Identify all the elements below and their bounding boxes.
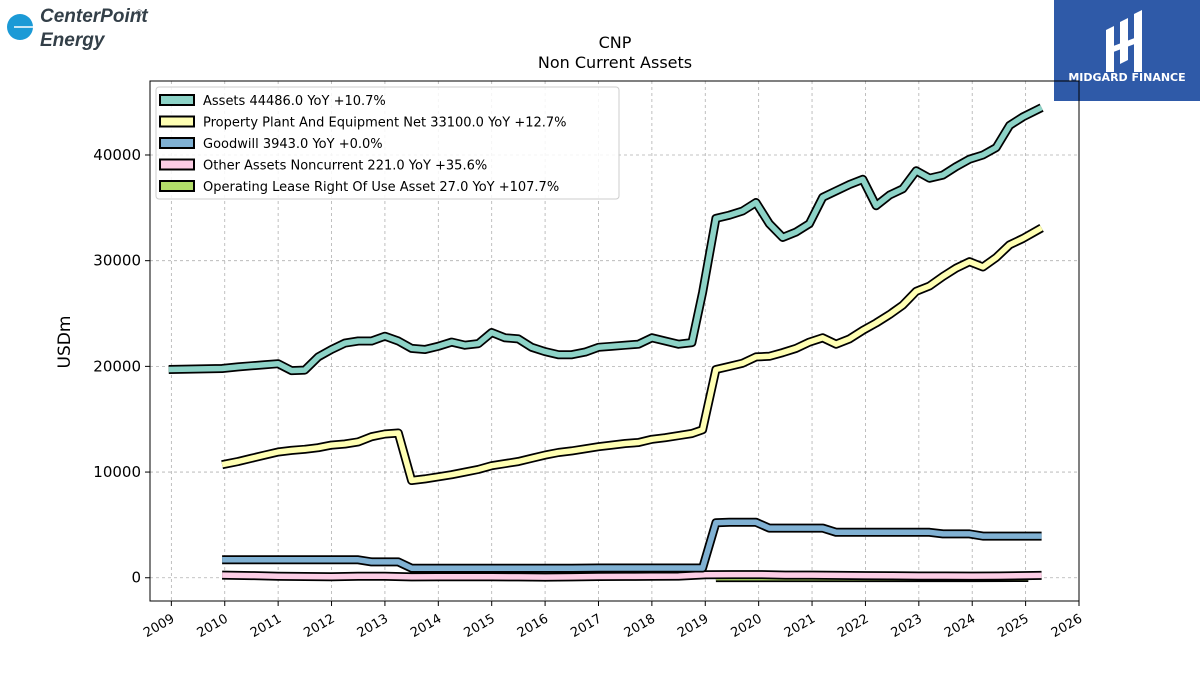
legend-swatch <box>159 180 195 192</box>
legend-swatch <box>159 158 195 171</box>
y-axis-label: USDm <box>55 316 75 369</box>
centerpoint-energy-logo: CenterPoint ® Energy <box>4 4 154 54</box>
x-axis: 2009 2010 2011 2012 2013 2014 2015 2016 2017 2018… <box>141 601 1085 641</box>
series-group <box>168 103 1044 583</box>
x-tick-label: 2023 <box>889 611 925 641</box>
y-tick-label: 10000 <box>93 463 141 481</box>
legend-box <box>155 86 620 200</box>
x-tick-label: 2018 <box>622 611 658 641</box>
legend-entry: Property Plant And Equipment Net 33100.0… <box>203 116 567 131</box>
legend-swatch <box>159 137 195 149</box>
y-tick-label: 30000 <box>93 252 141 270</box>
x-tick-label: 2022 <box>835 611 871 641</box>
logo-registered-mark: ® <box>136 8 143 18</box>
y-axis: 0 10000 20000 30000 40000 <box>93 146 150 587</box>
midgard-finance-logo: MIDGARD FINANCE <box>1054 0 1200 101</box>
x-tick-label: 2021 <box>782 611 818 641</box>
logo-text-line2: Energy <box>40 30 106 51</box>
legend: Assets 44486.0 YoY +10.7% Property Plant … <box>155 86 620 200</box>
x-tick-label: 2019 <box>675 611 711 641</box>
x-tick-label: 2012 <box>301 611 337 641</box>
legend-entry: Other Assets Noncurrent 221.0 YoY +35.6% <box>203 159 487 174</box>
series-2-line <box>222 519 1042 571</box>
x-tick-label: 2014 <box>408 611 444 641</box>
y-tick-label: 0 <box>131 569 141 587</box>
y-tick-label: 40000 <box>93 146 141 164</box>
chart-title: CNP <box>599 33 632 52</box>
midgard-logo-text: MIDGARD FINANCE <box>1068 71 1185 84</box>
legend-swatch <box>159 94 195 106</box>
legend-entry: Assets 44486.0 YoY +10.7% <box>203 94 386 109</box>
x-tick-label: 2026 <box>1049 611 1085 641</box>
midgard-mark-icon <box>1106 10 1142 72</box>
x-tick-label: 2017 <box>568 611 604 641</box>
series-0-line <box>168 105 1043 374</box>
legend-entry: Operating Lease Right Of Use Asset 27.0 … <box>203 180 559 195</box>
x-tick-label: 2013 <box>355 611 391 641</box>
x-tick-label: 2011 <box>248 611 284 641</box>
y-tick-label: 20000 <box>93 357 141 375</box>
x-tick-label: 2024 <box>942 611 978 641</box>
chart-subtitle: Non Current Assets <box>538 53 692 72</box>
series-3-line <box>222 571 1042 580</box>
x-tick-label: 2009 <box>141 611 177 641</box>
legend-swatch <box>159 115 195 128</box>
x-tick-label: 2015 <box>462 611 498 641</box>
x-tick-label: 2010 <box>195 611 231 641</box>
logo-text-line1: CenterPoint <box>40 6 148 27</box>
plot-frame <box>149 80 1080 602</box>
x-tick-label: 2016 <box>515 611 551 641</box>
x-tick-label: 2025 <box>995 611 1031 641</box>
x-tick-label: 2020 <box>728 611 764 641</box>
series-1-line <box>221 225 1043 484</box>
legend-entry: Goodwill 3943.0 YoY +0.0% <box>203 137 383 152</box>
